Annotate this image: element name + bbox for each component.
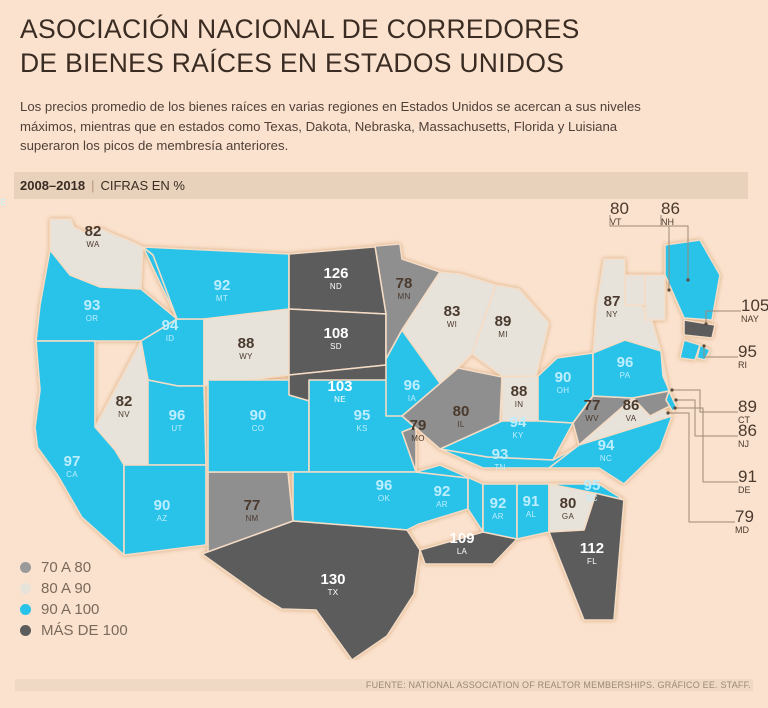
svg-text:80: 80 (610, 199, 629, 218)
svg-text:105: 105 (741, 296, 768, 315)
svg-text:86: 86 (738, 421, 757, 440)
svg-text:91: 91 (738, 467, 757, 486)
svg-text:ME: ME (0, 198, 6, 207)
svg-text:MD: MD (735, 525, 749, 535)
svg-text:RI: RI (738, 360, 747, 370)
svg-text:NAY: NAY (741, 314, 759, 324)
svg-text:NJ: NJ (738, 439, 749, 449)
svg-text:89: 89 (738, 397, 757, 416)
svg-text:95: 95 (738, 342, 757, 361)
svg-text:DE: DE (738, 485, 751, 495)
svg-text:90: 90 (0, 194, 8, 198)
svg-text:VT: VT (610, 217, 622, 227)
svg-text:79: 79 (735, 507, 754, 526)
svg-text:86: 86 (661, 199, 680, 218)
svg-text:NH: NH (661, 217, 674, 227)
